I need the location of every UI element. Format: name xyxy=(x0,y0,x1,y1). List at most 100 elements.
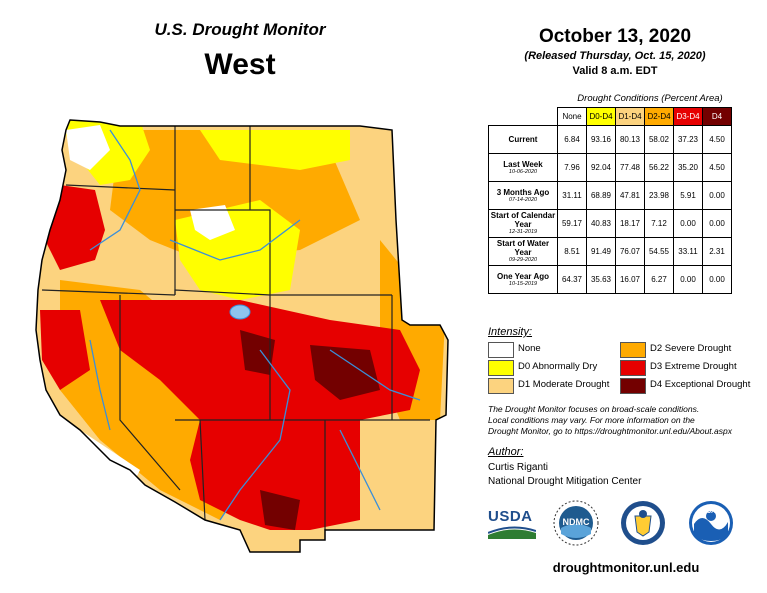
footer-url[interactable]: droughtmonitor.unl.edu xyxy=(552,560,700,575)
table-row: Last Week 10-06-2020 7.96 92.04 77.48 56.… xyxy=(488,153,732,182)
great-salt-lake xyxy=(229,304,251,320)
noaa-logo-text: NOAA xyxy=(702,509,720,515)
table-cell: 23.98 xyxy=(644,181,674,210)
col-header-d0-d4: D0-D4 xyxy=(586,107,616,126)
table-cell: 54.55 xyxy=(644,237,674,266)
table-cell: 40.83 xyxy=(586,209,616,238)
d0-region-montana xyxy=(200,130,350,170)
table-cell: 37.23 xyxy=(673,125,703,154)
table-cell: 35.63 xyxy=(586,265,616,294)
table-cell: 2.31 xyxy=(702,237,732,266)
table-cell: 6.84 xyxy=(557,125,587,154)
table-cell: 92.04 xyxy=(586,153,616,182)
rivers xyxy=(89,129,421,521)
col-header-d3-d4: D3-D4 xyxy=(673,107,703,126)
legend-label-d2: D2 Severe Drought xyxy=(650,343,732,354)
valid-time: Valid 8 a.m. EDT xyxy=(572,65,658,77)
noaa-logo-icon xyxy=(689,501,733,545)
legend-label-d0: D0 Abnormally Dry xyxy=(518,361,598,372)
conditions-title: Drought Conditions (Percent Area) xyxy=(577,93,723,104)
row-label-text: Start of Water Year xyxy=(496,239,550,257)
legend-label-none: None xyxy=(518,343,541,354)
table-cell: 64.37 xyxy=(557,265,587,294)
release-date: (Released Thursday, Oct. 15, 2020) xyxy=(524,50,706,62)
table-cell: 47.81 xyxy=(615,181,645,210)
commerce-seal-icon xyxy=(621,501,665,545)
table-cell: 80.13 xyxy=(615,125,645,154)
region-title: West xyxy=(204,48,276,81)
table-cell: 4.50 xyxy=(702,153,732,182)
row-date: 10-06-2020 xyxy=(508,168,538,175)
table-row: Current 6.84 93.16 80.13 58.02 37.23 4.5… xyxy=(488,125,732,154)
legend-swatch-d4 xyxy=(620,378,646,394)
legend-swatch-d2 xyxy=(620,342,646,358)
ndmc-logo-text: NDMC xyxy=(562,517,590,527)
table-cell: 76.07 xyxy=(615,237,645,266)
row-label-text: Last Week xyxy=(503,159,543,169)
table-cell: 91.49 xyxy=(586,237,616,266)
row-label: Current xyxy=(488,125,558,154)
commerce-seal xyxy=(620,500,666,546)
table-corner xyxy=(489,108,558,126)
author-name: Curtis Riganti xyxy=(488,462,549,473)
table-cell: 7.12 xyxy=(644,209,674,238)
table-row: 3 Months Ago 07-14-2020 31.11 68.89 47.81… xyxy=(488,181,732,210)
table-cell: 93.16 xyxy=(586,125,616,154)
table-header-row: None D0-D4 D1-D4 D2-D4 D3-D4 D4 xyxy=(489,107,732,126)
legend-title: Intensity: xyxy=(488,326,533,338)
col-header-none: None xyxy=(557,107,587,126)
legend-swatch-d1 xyxy=(488,378,514,394)
table-row: Start of Calendar Year 12-31-2019 59.17 4… xyxy=(488,209,732,238)
table-cell: 0.00 xyxy=(702,265,732,294)
map-date: October 13, 2020 xyxy=(538,26,692,47)
col-header-d2-d4: D2-D4 xyxy=(644,107,674,126)
map-title: U.S. Drought Monitor xyxy=(154,20,326,39)
usda-logo-text: USDA xyxy=(488,508,533,525)
table-cell: 58.02 xyxy=(644,125,674,154)
legend-label-d1: D1 Moderate Drought xyxy=(518,379,610,390)
col-header-d1-d4: D1-D4 xyxy=(615,107,645,126)
none-region-idaho xyxy=(190,205,235,240)
author-org: National Drought Mitigation Center xyxy=(488,476,642,487)
table-cell: 59.17 xyxy=(557,209,587,238)
row-label-text: One Year Ago xyxy=(496,271,550,281)
row-label-text: Current xyxy=(508,135,538,144)
usda-logo-swoosh xyxy=(487,526,537,539)
row-label: 3 Months Ago 07-14-2020 xyxy=(488,181,558,210)
table-cell: 31.11 xyxy=(557,181,587,210)
note-line: The Drought Monitor focuses on broad-sca… xyxy=(488,404,700,414)
row-date: 09-29-2020 xyxy=(508,257,538,263)
table-cell: 33.11 xyxy=(673,237,703,266)
table-cell: 77.48 xyxy=(615,153,645,182)
table-cell: 7.96 xyxy=(557,153,587,182)
row-label: Last Week 10-06-2020 xyxy=(488,153,558,182)
table-cell: 16.07 xyxy=(615,265,645,294)
d4-region-utah xyxy=(240,330,275,375)
table-row: One Year Ago 10-15-2019 64.37 35.63 16.07… xyxy=(488,265,732,294)
table-cell: 6.27 xyxy=(644,265,674,294)
row-label: One Year Ago 10-15-2019 xyxy=(488,265,558,294)
note-line: Local conditions may vary. For more info… xyxy=(488,415,695,425)
table-cell: 0.00 xyxy=(702,209,732,238)
legend-swatch-d3 xyxy=(620,360,646,376)
table-cell: 56.22 xyxy=(644,153,674,182)
table-cell: 0.00 xyxy=(673,209,703,238)
author-title: Author: xyxy=(488,446,524,458)
row-date: 12-31-2019 xyxy=(508,229,538,235)
row-label: Start of Water Year 09-29-2020 xyxy=(488,237,558,266)
table-cell: 35.20 xyxy=(673,153,703,182)
note-line: Drought Monitor, go to https://droughtmo… xyxy=(488,426,732,436)
table-row: Start of Water Year 09-29-2020 8.51 91.49… xyxy=(488,237,732,266)
d3-region-oregon xyxy=(45,185,105,270)
table-cell: 5.91 xyxy=(673,181,703,210)
state-borders xyxy=(41,126,430,530)
none-region-washington xyxy=(66,125,110,170)
row-label: Start of Calendar Year 12-31-2019 xyxy=(488,209,558,238)
legend-label-d3: D3 Extreme Drought xyxy=(650,361,737,372)
row-label-text: Start of Calendar Year xyxy=(490,211,556,229)
legend-label-d4: D4 Exceptional Drought xyxy=(650,379,751,390)
d4-region-colorado xyxy=(310,345,380,400)
col-header-d4: D4 xyxy=(702,107,732,126)
table-cell: 4.50 xyxy=(702,125,732,154)
region-outline xyxy=(35,119,449,553)
